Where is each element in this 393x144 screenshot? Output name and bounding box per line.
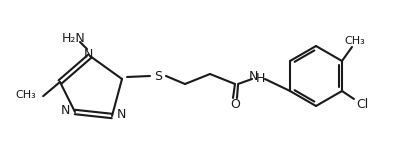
Text: CH₃: CH₃ (345, 36, 365, 46)
Text: N: N (248, 71, 258, 84)
Text: Cl: Cl (356, 97, 368, 110)
Text: S: S (154, 70, 162, 83)
Text: CH₃: CH₃ (15, 90, 36, 100)
Text: N: N (83, 48, 93, 60)
Text: O: O (230, 97, 240, 110)
Text: N: N (117, 108, 127, 122)
Text: H: H (255, 72, 265, 86)
Text: H₂N: H₂N (62, 32, 86, 44)
Text: N: N (61, 105, 70, 118)
